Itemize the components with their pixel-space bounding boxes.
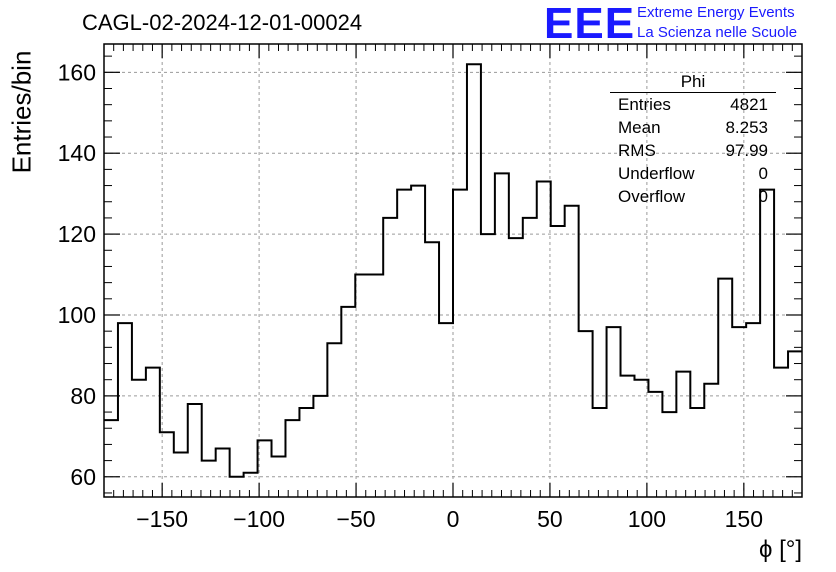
stats-row-entries: Entries 4821 — [610, 93, 776, 116]
histogram-bin — [732, 327, 746, 497]
x-tick-label: −150 — [136, 506, 188, 532]
histogram-bin — [272, 457, 286, 497]
histogram-bin — [746, 323, 760, 497]
histogram-bin — [621, 376, 635, 497]
histogram-bin — [788, 351, 802, 497]
y-axis-label: Entries/bin — [6, 50, 37, 174]
stats-label: RMS — [618, 141, 656, 160]
histogram-bin — [299, 408, 313, 497]
x-axis-label: ϕ [°] — [758, 536, 802, 563]
histogram-bin — [146, 368, 160, 497]
histogram-bin — [607, 327, 621, 497]
y-tick-label: 140 — [58, 140, 96, 166]
histogram-bin — [383, 218, 397, 497]
histogram-bin — [593, 408, 607, 497]
histogram-bin — [355, 275, 369, 497]
histogram-bin — [579, 331, 593, 497]
histogram-bin — [481, 234, 495, 497]
histogram-bin — [509, 238, 523, 497]
stats-value: 8.253 — [725, 118, 768, 137]
stats-row-overflow: Overflow 0 — [610, 185, 776, 208]
histogram-bin — [188, 404, 202, 497]
histogram-bin — [774, 368, 788, 497]
x-tick-label: 0 — [447, 506, 460, 532]
logo-line-1: Extreme Energy Events — [637, 4, 795, 21]
x-tick-label: 150 — [725, 506, 763, 532]
histogram-bin — [648, 392, 662, 497]
histogram-bin — [537, 182, 551, 497]
histogram-bin — [690, 408, 704, 497]
stats-label: Mean — [618, 118, 661, 137]
histogram-series — [104, 63, 802, 478]
y-tick-label: 100 — [58, 302, 96, 328]
x-tick-label: 50 — [537, 506, 563, 532]
histogram-bin — [634, 380, 648, 497]
histogram-bin — [411, 186, 425, 497]
y-tick-label: 160 — [58, 59, 96, 85]
stats-label: Overflow — [618, 187, 686, 206]
histogram-bin — [132, 380, 146, 497]
histogram-bin — [760, 190, 774, 497]
stats-label: Entries — [618, 95, 671, 114]
histogram-bin — [369, 275, 383, 497]
logo-line-2: La Scienza nelle Scuole — [637, 24, 798, 41]
histogram-bin — [467, 64, 481, 497]
histogram-bin — [397, 190, 411, 497]
histogram-bin — [160, 432, 174, 497]
histogram-bin — [327, 343, 341, 497]
plot-frame — [103, 43, 803, 498]
histogram-bin — [718, 279, 732, 497]
stats-value: 4821 — [730, 95, 768, 114]
histogram-bin — [425, 242, 439, 497]
y-tick-label: 80 — [70, 383, 96, 409]
histogram-bin — [662, 412, 676, 497]
histogram-bin — [523, 218, 537, 497]
histogram-bin — [230, 477, 244, 497]
histogram-bin — [439, 323, 453, 497]
histogram-bin — [551, 226, 565, 497]
histogram-bin — [202, 461, 216, 497]
histogram-bin — [104, 420, 118, 497]
histogram-bin — [244, 473, 258, 497]
stats-value: 97.99 — [725, 141, 768, 160]
histogram-bin — [258, 440, 272, 497]
stats-box: Phi Entries 4821 Mean 8.253 RMS 97.99 Un… — [610, 72, 776, 208]
stats-value: 0 — [758, 187, 768, 206]
histogram-bin — [341, 307, 355, 497]
histogram-bin — [495, 173, 509, 497]
stats-title: Phi — [610, 72, 776, 93]
histogram-bin — [676, 372, 690, 497]
histogram-bin — [285, 420, 299, 497]
stats-row-rms: RMS 97.99 — [610, 139, 776, 162]
x-tick-label: 100 — [628, 506, 666, 532]
y-tick-label: 120 — [58, 221, 96, 247]
stats-value: 0 — [758, 164, 768, 183]
histogram-bin — [453, 190, 467, 497]
histogram-bin — [704, 384, 718, 497]
histogram-bin — [118, 323, 132, 497]
chart-title: CAGL-02-2024-12-01-00024 — [82, 10, 363, 35]
histogram-bin — [174, 453, 188, 497]
x-tick-label: −50 — [337, 506, 376, 532]
y-tick-label: 60 — [70, 464, 96, 490]
stats-row-underflow: Underflow 0 — [610, 162, 776, 185]
stats-row-mean: Mean 8.253 — [610, 116, 776, 139]
histogram-bin — [216, 448, 230, 497]
histogram-bin — [565, 206, 579, 497]
stats-label: Underflow — [618, 164, 695, 183]
x-tick-label: −100 — [233, 506, 285, 532]
histogram-bin — [313, 396, 327, 497]
eee-logo: EEE — [544, 0, 636, 48]
